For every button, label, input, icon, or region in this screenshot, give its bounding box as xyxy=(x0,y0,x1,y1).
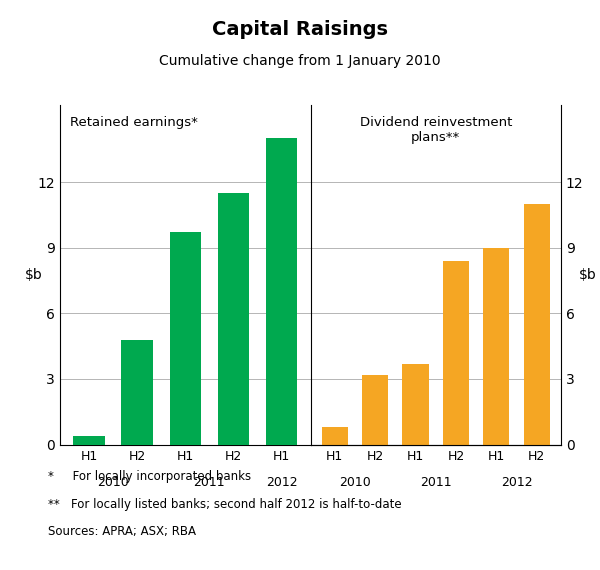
Bar xyxy=(362,374,388,445)
Text: Retained earnings*: Retained earnings* xyxy=(70,116,198,129)
Bar xyxy=(121,340,153,445)
Bar xyxy=(73,436,104,445)
Text: Cumulative change from 1 January 2010: Cumulative change from 1 January 2010 xyxy=(159,54,441,68)
Text: 2012: 2012 xyxy=(266,476,298,489)
Bar xyxy=(483,248,509,445)
Bar xyxy=(443,261,469,445)
Bar xyxy=(218,193,249,445)
Bar xyxy=(266,139,297,445)
Text: 2010: 2010 xyxy=(97,476,129,489)
Y-axis label: $b: $b xyxy=(579,268,596,282)
Text: Capital Raisings: Capital Raisings xyxy=(212,20,388,39)
Bar xyxy=(170,233,201,445)
Text: 2011: 2011 xyxy=(194,476,225,489)
Bar xyxy=(403,364,428,445)
Text: *     For locally incorporated banks: * For locally incorporated banks xyxy=(48,470,251,483)
Text: 2012: 2012 xyxy=(501,476,532,489)
Text: 2010: 2010 xyxy=(339,476,371,489)
Text: **   For locally listed banks; second half 2012 is half-to-date: ** For locally listed banks; second half… xyxy=(48,498,401,511)
Text: Sources: APRA; ASX; RBA: Sources: APRA; ASX; RBA xyxy=(48,525,196,538)
Bar xyxy=(524,204,550,445)
Text: 2011: 2011 xyxy=(420,476,452,489)
Y-axis label: $b: $b xyxy=(25,268,42,282)
Text: Dividend reinvestment
plans**: Dividend reinvestment plans** xyxy=(359,116,512,144)
Bar xyxy=(322,427,348,445)
